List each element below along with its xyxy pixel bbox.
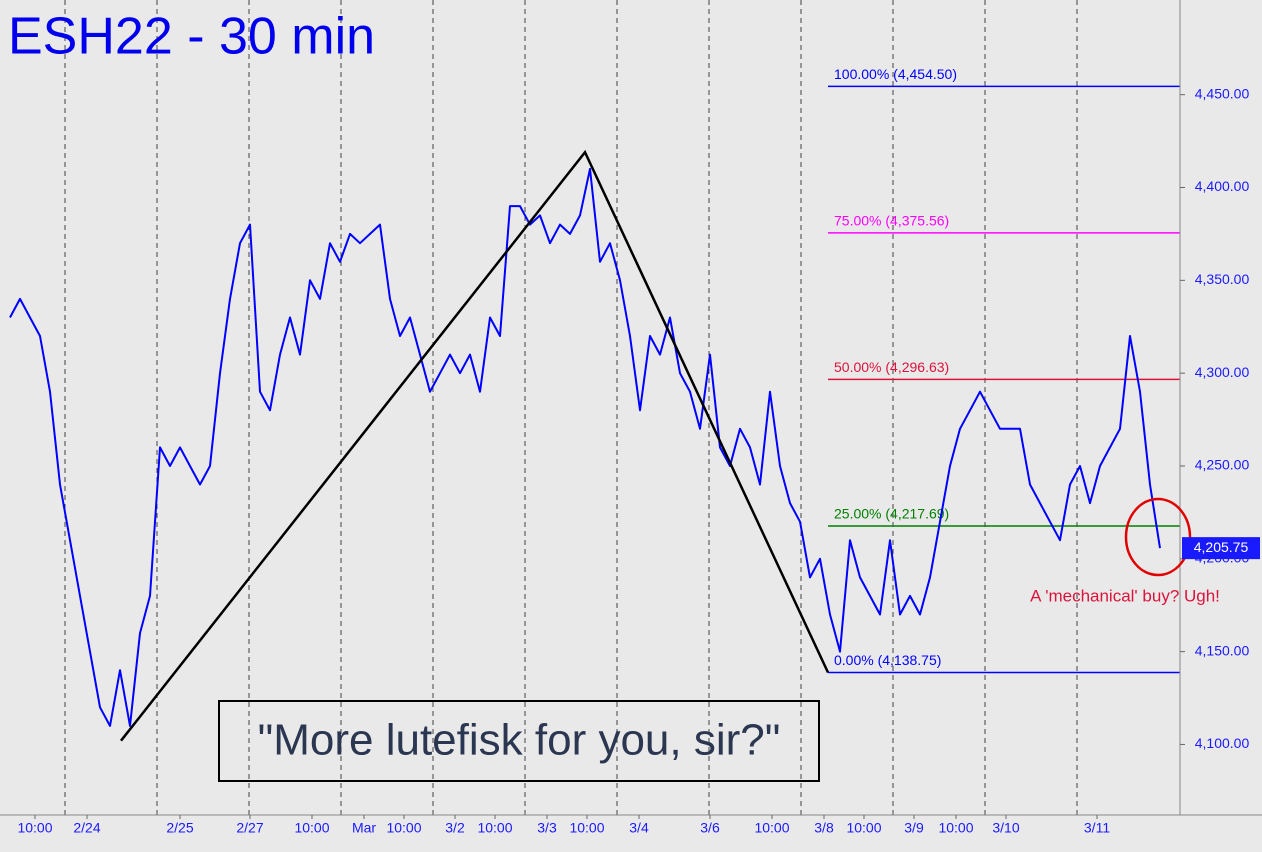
y-tick-label: 4,300.00: [1195, 364, 1250, 380]
fib-label: 50.00% (4,296.63): [834, 359, 949, 375]
x-tick-label: 3/4: [629, 820, 649, 836]
x-tick-label: 10:00: [17, 820, 52, 836]
y-tick-label: 4,400.00: [1195, 178, 1250, 194]
y-tick-label: 4,100.00: [1195, 735, 1250, 751]
x-tick-label: 3/8: [814, 820, 834, 836]
x-tick-label: 3/9: [904, 820, 924, 836]
fib-label: 0.00% (4,138.75): [834, 652, 941, 668]
x-tick-label: 10:00: [754, 820, 789, 836]
x-tick-label: 2/27: [236, 820, 263, 836]
y-tick-label: 4,450.00: [1195, 85, 1250, 101]
x-tick-label: 10:00: [386, 820, 421, 836]
y-tick-label: 4,250.00: [1195, 457, 1250, 473]
y-tick-label: 4,150.00: [1195, 642, 1250, 658]
annotation: A 'mechanical' buy? Ugh!: [1030, 586, 1220, 605]
x-tick-label: 2/25: [166, 820, 193, 836]
last-price-box: [1182, 537, 1260, 560]
fib-label: 75.00% (4,375.56): [834, 213, 949, 229]
grid-layer: 100.00% (4,454.50) 75.00% (4,375.56) 50.00…: [64, 0, 1180, 815]
y-tick-label: 4,350.00: [1195, 271, 1250, 287]
x-tick-label: 3/10: [992, 820, 1019, 836]
x-tick-label: 3/6: [700, 820, 720, 836]
chart-title: ESH22 - 30 min: [8, 8, 375, 66]
fib-label: 25.00% (4,217.69): [834, 506, 949, 522]
x-tick-label: 3/3: [537, 820, 557, 836]
fib-label: 100.00% (4,454.50): [834, 66, 957, 82]
x-tick-label: 3/11: [1084, 820, 1110, 836]
x-tick-label: 10:00: [938, 820, 973, 836]
x-tick-label: 2/24: [73, 820, 100, 836]
x-tick-label: 10:00: [569, 820, 604, 836]
marks-layer: [9, 149, 1161, 742]
highlight-circle: [1124, 497, 1192, 577]
x-tick-label: 10:00: [477, 820, 512, 836]
x-tick-label: Mar: [352, 820, 376, 836]
quote: "More lutefisk for you, sir?": [258, 716, 781, 765]
last-price-label: 4,205.75: [1194, 539, 1249, 555]
x-tick-label: 3/2: [445, 820, 465, 836]
price-line: [9, 167, 1161, 727]
pattern-line: [120, 149, 830, 742]
x-tick-label: 10:00: [846, 820, 881, 836]
x-tick-label: 10:00: [294, 820, 329, 836]
quote-box: [218, 700, 820, 782]
